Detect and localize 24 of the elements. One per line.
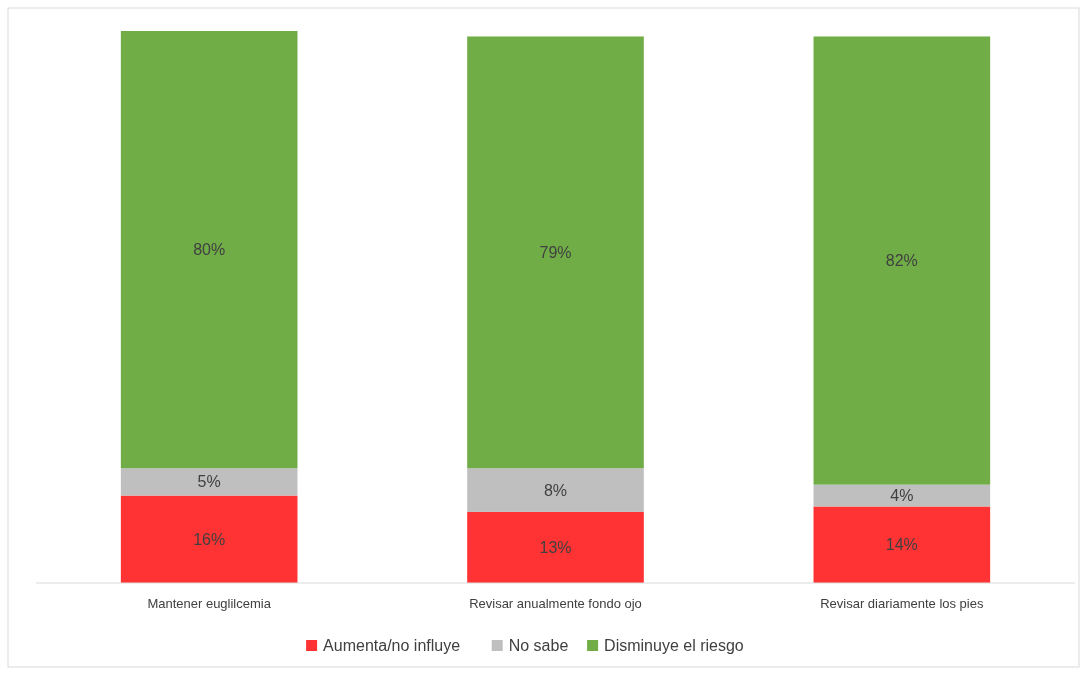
data-label: 80% xyxy=(193,241,226,259)
legend-label: No sabe xyxy=(508,637,569,654)
data-label: 14% xyxy=(885,536,918,554)
x-tick-label: Revisar diariamente los pies xyxy=(820,596,984,611)
x-tick-label: Revisar anualmente fondo ojo xyxy=(469,596,642,611)
data-label: 4% xyxy=(890,487,914,505)
data-label: 16% xyxy=(193,530,226,548)
data-label: 8% xyxy=(543,481,568,499)
bar xyxy=(120,468,298,496)
data-label: 5% xyxy=(197,473,221,491)
bar xyxy=(120,495,298,583)
legend-label: Aumenta/no influye xyxy=(323,637,461,654)
bar xyxy=(467,468,644,512)
bar xyxy=(813,484,991,507)
data-label: 82% xyxy=(885,252,918,270)
legend-label: Disminuye el riesgo xyxy=(604,637,744,654)
x-tick-label: Mantener euglilcemia xyxy=(147,596,272,611)
bar xyxy=(120,31,298,469)
bar xyxy=(813,36,991,485)
data-label: 79% xyxy=(539,243,572,261)
bar xyxy=(467,511,644,583)
data-label: 13% xyxy=(539,539,572,557)
bar xyxy=(467,36,644,469)
bar xyxy=(813,506,991,583)
